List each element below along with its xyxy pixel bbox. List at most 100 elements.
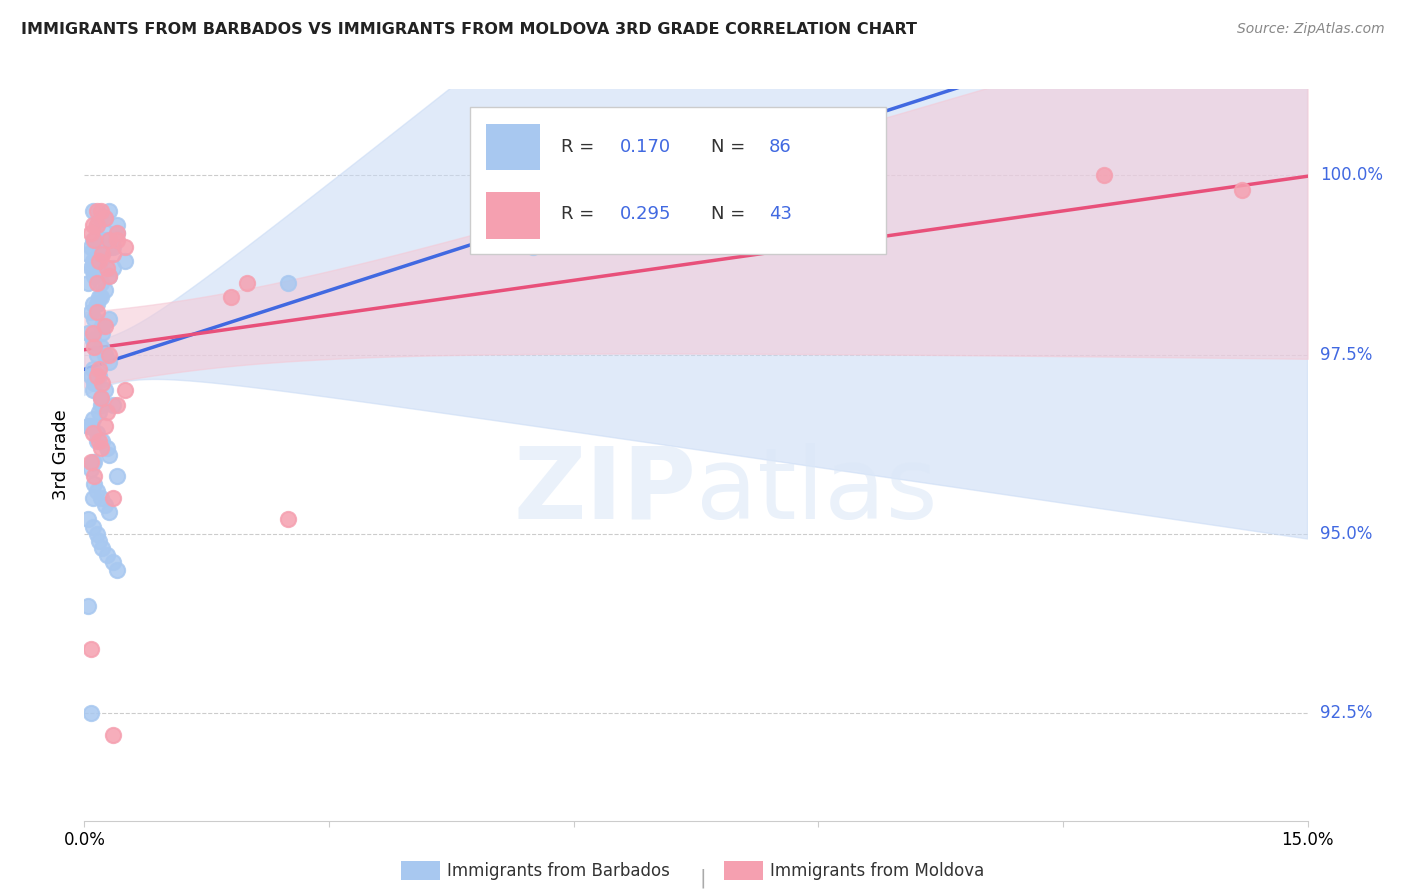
Point <box>90 441 112 455</box>
Point <box>97 240 120 254</box>
Point <box>86 219 108 233</box>
Point <box>105 398 128 412</box>
Point <box>87 362 110 376</box>
Point <box>96 549 118 563</box>
Point <box>90 211 112 226</box>
Point <box>101 556 124 570</box>
Text: atlas: atlas <box>696 443 938 540</box>
Point <box>105 226 128 240</box>
Text: Source: ZipAtlas.com: Source: ZipAtlas.com <box>1237 22 1385 37</box>
Point <box>97 505 120 519</box>
Point <box>80 261 103 276</box>
Point <box>90 391 112 405</box>
Point <box>77 247 100 261</box>
Text: IMMIGRANTS FROM BARBADOS VS IMMIGRANTS FROM MOLDOVA 3RD GRADE CORRELATION CHART: IMMIGRANTS FROM BARBADOS VS IMMIGRANTS F… <box>21 22 917 37</box>
Point <box>236 276 259 290</box>
Point <box>86 276 108 290</box>
Point <box>86 204 108 219</box>
Point <box>96 261 118 276</box>
Text: 97.5%: 97.5% <box>1320 345 1372 364</box>
Point <box>87 290 110 304</box>
Point <box>86 261 108 276</box>
Point <box>96 405 118 419</box>
Point <box>93 211 115 226</box>
Point <box>83 268 105 283</box>
Point <box>105 563 128 577</box>
Point <box>1232 183 1254 197</box>
Point <box>86 297 108 311</box>
Point <box>77 599 100 613</box>
Point <box>101 491 124 505</box>
Point <box>96 226 118 240</box>
Point <box>90 276 112 290</box>
Point <box>87 254 110 268</box>
Point <box>86 219 108 233</box>
Point <box>80 462 103 476</box>
Point <box>83 455 105 469</box>
Point <box>91 434 114 448</box>
Point <box>93 498 115 512</box>
Point <box>90 290 112 304</box>
Point <box>82 384 104 398</box>
Point <box>87 533 110 548</box>
Point <box>80 304 103 318</box>
Point <box>91 326 114 340</box>
Point <box>82 219 104 233</box>
Point <box>96 441 118 455</box>
Point <box>83 476 105 491</box>
Point <box>80 455 103 469</box>
Point <box>82 254 104 268</box>
Point <box>82 491 104 505</box>
Point <box>82 297 104 311</box>
Point <box>97 268 120 283</box>
Point <box>277 512 299 526</box>
Point <box>1092 168 1115 182</box>
Point <box>83 233 105 247</box>
Point <box>82 233 104 247</box>
Point <box>90 247 112 261</box>
Point <box>91 318 114 333</box>
Point <box>90 204 112 219</box>
Point <box>83 254 105 268</box>
Point <box>105 469 128 483</box>
Point <box>80 240 103 254</box>
Point <box>77 276 100 290</box>
Point <box>101 398 124 412</box>
Text: ZIP: ZIP <box>513 443 696 540</box>
Text: Immigrants from Moldova: Immigrants from Moldova <box>770 862 984 880</box>
Point <box>97 347 120 361</box>
Point <box>77 419 100 434</box>
Point <box>82 326 104 340</box>
Point <box>114 240 136 254</box>
Text: 100.0%: 100.0% <box>1320 166 1384 185</box>
Point <box>97 268 120 283</box>
Point <box>97 204 120 219</box>
Point <box>86 254 108 268</box>
Point <box>114 254 136 268</box>
Point <box>97 354 120 368</box>
Point <box>82 412 104 426</box>
Point <box>93 419 115 434</box>
Point <box>91 233 114 247</box>
Point <box>83 340 105 354</box>
Text: Immigrants from Barbados: Immigrants from Barbados <box>447 862 671 880</box>
Point <box>90 247 112 261</box>
Point <box>97 233 120 247</box>
Point <box>83 469 105 483</box>
Point <box>83 376 105 391</box>
Point <box>87 434 110 448</box>
Point <box>80 706 103 720</box>
Point <box>90 398 112 412</box>
Point <box>93 347 115 361</box>
Text: |: | <box>700 868 706 888</box>
Point <box>82 455 104 469</box>
Point <box>93 283 115 297</box>
Point <box>86 426 108 441</box>
Point <box>114 384 136 398</box>
Point <box>86 483 108 498</box>
Point <box>77 326 100 340</box>
Point <box>86 369 108 384</box>
Point <box>105 233 128 247</box>
Point <box>97 311 120 326</box>
Point <box>80 369 103 384</box>
